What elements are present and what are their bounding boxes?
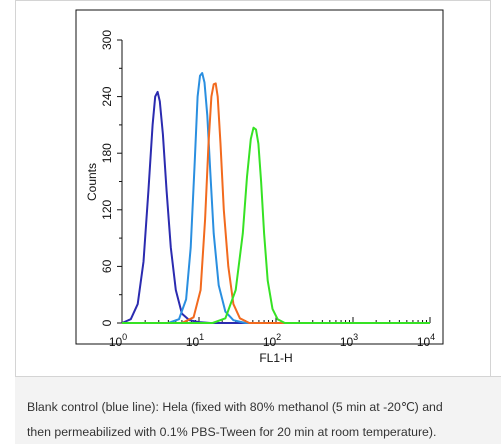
figure-caption: Blank control (blue line): Hela (fixed w… (15, 376, 501, 444)
x-axis-label: FL1-H (259, 351, 292, 365)
y-axis-ticks: 0 60 120 180 240 300 (100, 30, 122, 326)
x-tick-label: 102 (263, 332, 281, 349)
y-tick-label: 120 (100, 199, 114, 219)
histogram-curve (122, 82, 430, 324)
y-axis-label: Counts (85, 163, 99, 201)
x-tick-label: 104 (417, 332, 435, 349)
caption-line-1: Blank control (blue line): Hela (fixed w… (27, 400, 443, 414)
y-tick-label: 0 (100, 319, 114, 326)
histogram-series (121, 72, 430, 324)
plot-area (75, 9, 444, 345)
histogram-curve (121, 90, 430, 324)
y-tick-label: 300 (100, 30, 114, 50)
caption-line-2: then permeabilized with 0.1% PBS-Tween f… (27, 425, 437, 439)
x-tick-label: 103 (340, 332, 358, 349)
histogram-curve (122, 126, 430, 324)
x-tick-label: 100 (109, 332, 127, 349)
histogram-chart: 100 101 102 103 104 0 60 120 180 240 300 FL1-H Co… (75, 9, 444, 365)
y-tick-label: 240 (100, 86, 114, 106)
y-tick-label: 60 (100, 259, 114, 273)
x-tick-label: 101 (186, 332, 204, 349)
y-tick-label: 180 (100, 143, 114, 163)
